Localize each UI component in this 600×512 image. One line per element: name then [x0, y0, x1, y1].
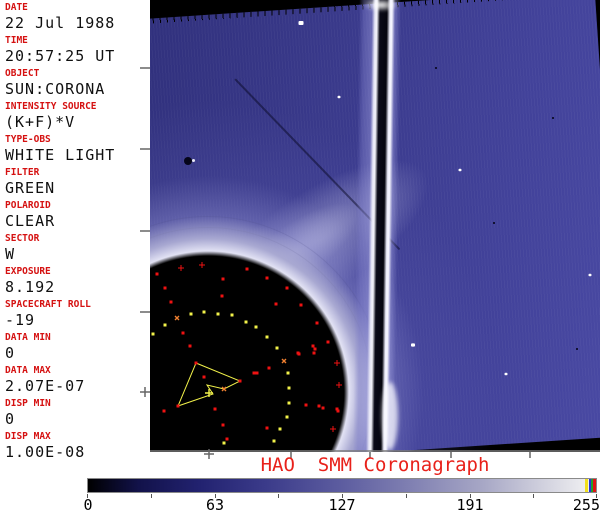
colorbar-tick	[533, 494, 534, 498]
metadata-field-intensity-source: INTENSITY SOURCE (K+F)*V	[5, 101, 150, 134]
field-label: OBJECT	[5, 68, 40, 79]
lut-stripe-blue	[589, 479, 591, 492]
metadata-field-object: OBJECT SUN:CORONA	[5, 68, 150, 101]
coronagraph-image	[150, 0, 600, 452]
field-label: POLAROID	[5, 200, 51, 211]
metadata-field-filter: FILTER GREEN	[5, 167, 150, 200]
field-value: 22 Jul 1988	[5, 14, 116, 32]
metadata-field-type-obs: TYPE-OBS WHITE LIGHT	[5, 134, 150, 167]
colorbar-label: 255	[572, 496, 600, 512]
field-label: INTENSITY SOURCE	[5, 101, 97, 112]
metadata-panel: DATE 22 Jul 1988 TIME 20:57:25 UT OBJECT…	[5, 2, 150, 464]
dust-spot	[184, 157, 192, 165]
top-glare	[362, 0, 400, 12]
field-value: 0	[5, 410, 16, 428]
field-value: 1.00E-08	[5, 443, 86, 461]
colorbar-label: 63	[205, 496, 225, 512]
colorbar-tick	[342, 494, 343, 498]
field-value: -19	[5, 311, 36, 329]
metadata-field-date: DATE 22 Jul 1988	[5, 2, 150, 35]
colorbar-tick	[406, 494, 407, 498]
field-value: W	[5, 245, 16, 263]
field-value: 0	[5, 344, 16, 362]
field-label: SECTOR	[5, 233, 40, 244]
metadata-field-polaroid: POLAROID CLEAR	[5, 200, 150, 233]
dust-spot-highlight	[192, 159, 195, 162]
colorbar-label: 0	[83, 496, 93, 512]
colorbar-tick	[596, 494, 597, 498]
field-value: (K+F)*V	[5, 113, 76, 131]
occulter-pylon	[352, 0, 406, 452]
colorbar-tick	[87, 494, 88, 498]
field-value: SUN:CORONA	[5, 80, 106, 98]
colorbar-tick	[151, 494, 152, 498]
field-label: SPACECRAFT ROLL	[5, 299, 91, 310]
lut-stripe-yellow	[585, 479, 588, 492]
field-value: 8.192	[5, 278, 56, 296]
pylon-bloom	[382, 382, 398, 450]
field-label: DISP MAX	[5, 431, 51, 442]
field-label: TIME	[5, 35, 28, 46]
field-value: CLEAR	[5, 212, 56, 230]
metadata-field-exposure: EXPOSURE 8.192	[5, 266, 150, 299]
metadata-field-data-max: DATA MAX 2.07E-07	[5, 365, 150, 398]
colorbar-label: 191	[456, 496, 484, 512]
colorbar-tick	[215, 494, 216, 498]
colorbar-tick	[470, 494, 471, 498]
metadata-field-disp-max: DISP MAX 1.00E-08	[5, 431, 150, 464]
field-value: WHITE LIGHT	[5, 146, 116, 164]
colorbar-label: 127	[328, 496, 356, 512]
lut-stripe-green	[591, 479, 593, 492]
field-value: GREEN	[5, 179, 56, 197]
metadata-field-time: TIME 20:57:25 UT	[5, 35, 150, 68]
field-label: DATA MAX	[5, 365, 51, 376]
figure-title: HAO SMM Coronagraph	[260, 454, 490, 476]
colorbar-tick	[278, 494, 279, 498]
metadata-field-disp-min: DISP MIN 0	[5, 398, 150, 431]
field-label: EXPOSURE	[5, 266, 51, 277]
field-value: 2.07E-07	[5, 377, 86, 395]
field-label: FILTER	[5, 167, 40, 178]
intensity-colorbar	[87, 478, 597, 493]
metadata-field-sector: SECTOR W	[5, 233, 150, 266]
field-label: DISP MIN	[5, 398, 51, 409]
lut-stripe-red	[593, 479, 596, 492]
field-label: TYPE-OBS	[5, 134, 51, 145]
field-value: 20:57:25 UT	[5, 47, 116, 65]
metadata-field-spacecraft-roll: SPACECRAFT ROLL -19	[5, 299, 150, 332]
field-label: DATE	[5, 2, 28, 13]
field-label: DATA MIN	[5, 332, 51, 343]
metadata-field-data-min: DATA MIN 0	[5, 332, 150, 365]
